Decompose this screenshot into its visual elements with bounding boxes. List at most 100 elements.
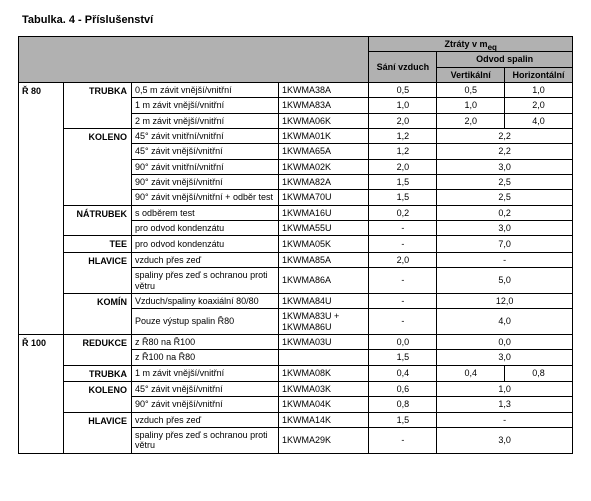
accessories-table: Ztráty v meq Sání vzduch Odvod spalin Ve… xyxy=(18,36,573,454)
part-label: KOMÍN xyxy=(64,293,132,334)
table-head: Ztráty v meq Sání vzduch Odvod spalin Ve… xyxy=(19,37,573,83)
cell-desc: 1 m závit vnější/vnitřní xyxy=(132,365,279,381)
cell-desc: 90° závit vnější/vnitřní xyxy=(132,175,279,190)
cell-desc: 2 m závit vnější/vnitřní xyxy=(132,113,279,128)
cell-code: 1KWMA86A xyxy=(279,268,369,294)
hdr-vert: Vertikální xyxy=(437,67,505,82)
table-row: TRUBKA1 m závit vnější/vnitřní1KWMA08K 0,… xyxy=(19,365,573,381)
cell-sani: - xyxy=(369,221,437,236)
cell-desc: pro odvod kondenzátu xyxy=(132,236,279,252)
cell-odvod: 2,2 xyxy=(437,129,573,144)
cell-horiz: 4,0 xyxy=(505,113,573,128)
cell-odvod: - xyxy=(437,412,573,427)
cell-desc: 0,5 m závit vnější/vnitřní xyxy=(132,83,279,98)
cell-code: 1KWMA08K xyxy=(279,365,369,381)
cell-code: 1KWMA05K xyxy=(279,236,369,252)
cell-odvod: 2,2 xyxy=(437,144,573,159)
cell-code xyxy=(279,350,369,365)
cell-horiz: 1,0 xyxy=(505,83,573,98)
table-row: TEEpro odvod kondenzátu1KWMA05K-7,0 xyxy=(19,236,573,252)
section-label: Ř 80 xyxy=(19,83,64,335)
cell-code: 1KWMA14K xyxy=(279,412,369,427)
cell-desc: 90° závit vnější/vnitřní + odběr test xyxy=(132,190,279,205)
cell-odvod: 3,0 xyxy=(437,159,573,174)
cell-desc: pro odvod kondenzátu xyxy=(132,221,279,236)
part-label: TEE xyxy=(64,236,132,252)
cell-code: 1KWMA16U xyxy=(279,205,369,220)
section-label: Ř 100 xyxy=(19,334,64,453)
table-row: HLAVICEvzduch přes zeď1KWMA85A2,0- xyxy=(19,252,573,267)
cell-desc: s odběrem test xyxy=(132,205,279,220)
cell-sani: 1,5 xyxy=(369,175,437,190)
part-label: HLAVICE xyxy=(64,252,132,293)
cell-sani: 1,2 xyxy=(369,144,437,159)
cell-code: 1KWMA83U + 1KWMA86U xyxy=(279,309,369,335)
cell-odvod: 2,5 xyxy=(437,190,573,205)
cell-desc: spaliny přes zeď s ochranou proti větru xyxy=(132,268,279,294)
cell-code: 1KWMA03K xyxy=(279,381,369,396)
cell-desc: z Ř80 na Ř100 xyxy=(132,334,279,349)
cell-odvod: 5,0 xyxy=(437,268,573,294)
cell-code: 1KWMA01K xyxy=(279,129,369,144)
cell-desc: spaliny přes zeď s ochranou proti větru xyxy=(132,427,279,453)
cell-desc: 45° závit vnější/vnitřní xyxy=(132,381,279,396)
hdr-horiz: Horizontální xyxy=(505,67,573,82)
cell-code: 1KWMA04K xyxy=(279,397,369,412)
cell-sani: 1,2 xyxy=(369,129,437,144)
table-row: KOLENO45° závit vnější/vnitřní1KWMA03K0,… xyxy=(19,381,573,396)
table-row: Ř 80TRUBKA0,5 m závit vnější/vnitřní1KWM… xyxy=(19,83,573,98)
cell-odvod: 0,0 xyxy=(437,334,573,349)
table-row: HLAVICEvzduch přes zeď1KWMA14K1,5- xyxy=(19,412,573,427)
table-row: NÁTRUBEKs odběrem test1KWMA16U0,20,2 xyxy=(19,205,573,220)
cell-sani: 2,0 xyxy=(369,159,437,174)
cell-vert: 0,4 xyxy=(437,365,505,381)
cell-desc: z Ř100 na Ř80 xyxy=(132,350,279,365)
cell-code: 1KWMA85A xyxy=(279,252,369,267)
hdr-ztraty-text: Ztráty v m xyxy=(445,39,488,49)
cell-odvod: 1,0 xyxy=(437,381,573,396)
cell-odvod: - xyxy=(437,252,573,267)
hdr-sani: Sání vzduch xyxy=(369,52,437,83)
part-label: REDUKCE xyxy=(64,334,132,365)
cell-code: 1KWMA82A xyxy=(279,175,369,190)
part-label: TRUBKA xyxy=(64,365,132,381)
cell-desc: 1 m závit vnější/vnitřní xyxy=(132,98,279,113)
table-title-text: Tabulka. 4 - Příslušenství xyxy=(22,14,153,26)
table-body: Ř 80TRUBKA0,5 m závit vnější/vnitřní1KWM… xyxy=(19,83,573,454)
cell-odvod: 3,0 xyxy=(437,427,573,453)
cell-code: 1KWMA38A xyxy=(279,83,369,98)
part-label: HLAVICE xyxy=(64,412,132,453)
cell-vert: 2,0 xyxy=(437,113,505,128)
cell-sani: - xyxy=(369,293,437,308)
cell-sani: 0,8 xyxy=(369,397,437,412)
hdr-odvod: Odvod spalin xyxy=(437,52,573,67)
cell-code: 1KWMA02K xyxy=(279,159,369,174)
cell-odvod: 12,0 xyxy=(437,293,573,308)
hdr-blank xyxy=(19,37,369,83)
cell-odvod: 2,5 xyxy=(437,175,573,190)
cell-horiz: 0,8 xyxy=(505,365,573,381)
cell-sani: - xyxy=(369,309,437,335)
table-title: Tabulka. 4 - Příslušenství xyxy=(22,14,573,26)
hdr-ztraty-sub: eq xyxy=(488,43,497,52)
cell-desc: 90° závit vnější/vnitřní xyxy=(132,397,279,412)
cell-sani: 2,0 xyxy=(369,252,437,267)
cell-horiz: 2,0 xyxy=(505,98,573,113)
part-label: TRUBKA xyxy=(64,83,132,129)
cell-sani: 0,0 xyxy=(369,334,437,349)
cell-desc: 90° závit vnitřní/vnitřní xyxy=(132,159,279,174)
cell-sani: 0,6 xyxy=(369,381,437,396)
cell-odvod: 3,0 xyxy=(437,350,573,365)
cell-code: 1KWMA84U xyxy=(279,293,369,308)
cell-code: 1KWMA70U xyxy=(279,190,369,205)
cell-code: 1KWMA29K xyxy=(279,427,369,453)
cell-odvod: 1,3 xyxy=(437,397,573,412)
cell-desc: Pouze výstup spalin Ř80 xyxy=(132,309,279,335)
cell-desc: vzduch přes zeď xyxy=(132,412,279,427)
cell-sani: 1,5 xyxy=(369,350,437,365)
cell-sani: 0,5 xyxy=(369,83,437,98)
cell-desc: vzduch přes zeď xyxy=(132,252,279,267)
cell-vert: 1,0 xyxy=(437,98,505,113)
cell-sani: - xyxy=(369,236,437,252)
cell-sani: - xyxy=(369,268,437,294)
